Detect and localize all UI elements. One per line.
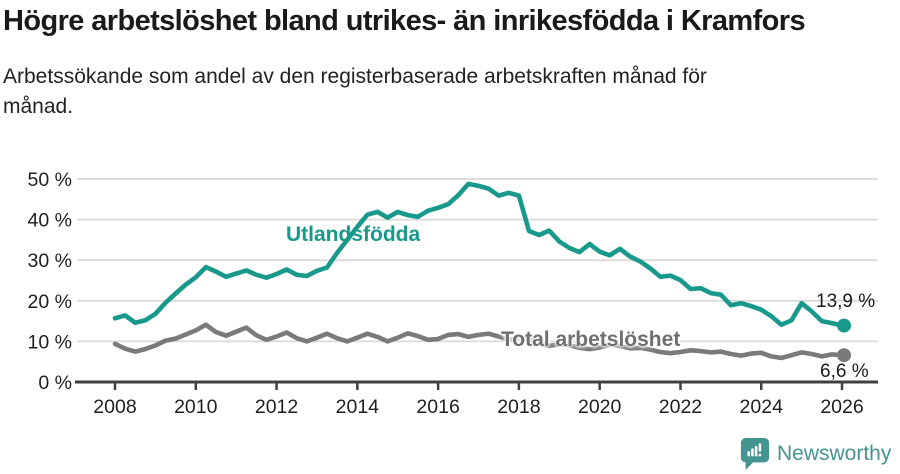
end-value-label-utlandsfodda: 13,9 % [816,291,876,312]
x-tick-label-2016: 2016 [416,396,459,418]
x-tick-label-2008: 2008 [93,396,136,418]
x-tick-label-2012: 2012 [255,396,298,418]
exclamation-dot [758,453,762,457]
chart-title: Högre arbetslöshet bland utrikes- än inr… [3,5,806,37]
series-end-dot-1 [837,348,852,363]
x-tick-label-2026: 2026 [820,396,863,418]
y-tick-label-20: 20 % [28,291,72,313]
newsworthy-brand: Newsworthy [740,437,891,470]
series-label-utlandsfodda: Utlandsfödda [286,223,421,246]
y-tick-label-30: 30 % [28,250,72,272]
series-line-0 [112,181,845,328]
series-line-1 [112,322,845,361]
series-end-dot-0 [837,318,852,333]
y-tick-label-40: 40 % [28,210,72,232]
x-tick-label-2022: 2022 [659,396,702,418]
x-tick-label-2024: 2024 [740,396,784,418]
newsworthy-brand-text: Newsworthy [777,441,892,465]
bar-chart-glyph [747,443,762,457]
exclamation-stem [758,443,762,452]
chart-subtitle: Arbetssökande som andel av den registerb… [3,65,707,118]
series-label-total-arbetsloshet: Total arbetslöshet [501,328,681,351]
y-tick-label-10: 10 % [28,331,72,353]
x-tick-label-2014: 2014 [336,396,380,418]
newsworthy-logo-icon [740,438,770,470]
y-tick-label-0: 0 % [38,372,72,394]
x-tick-label-2018: 2018 [497,396,540,418]
x-tick-label-2020: 2020 [578,396,622,418]
end-value-label-total: 6,6 % [820,361,869,382]
y-tick-label-50: 50 % [28,169,72,191]
x-tick-label-2010: 2010 [174,396,218,418]
